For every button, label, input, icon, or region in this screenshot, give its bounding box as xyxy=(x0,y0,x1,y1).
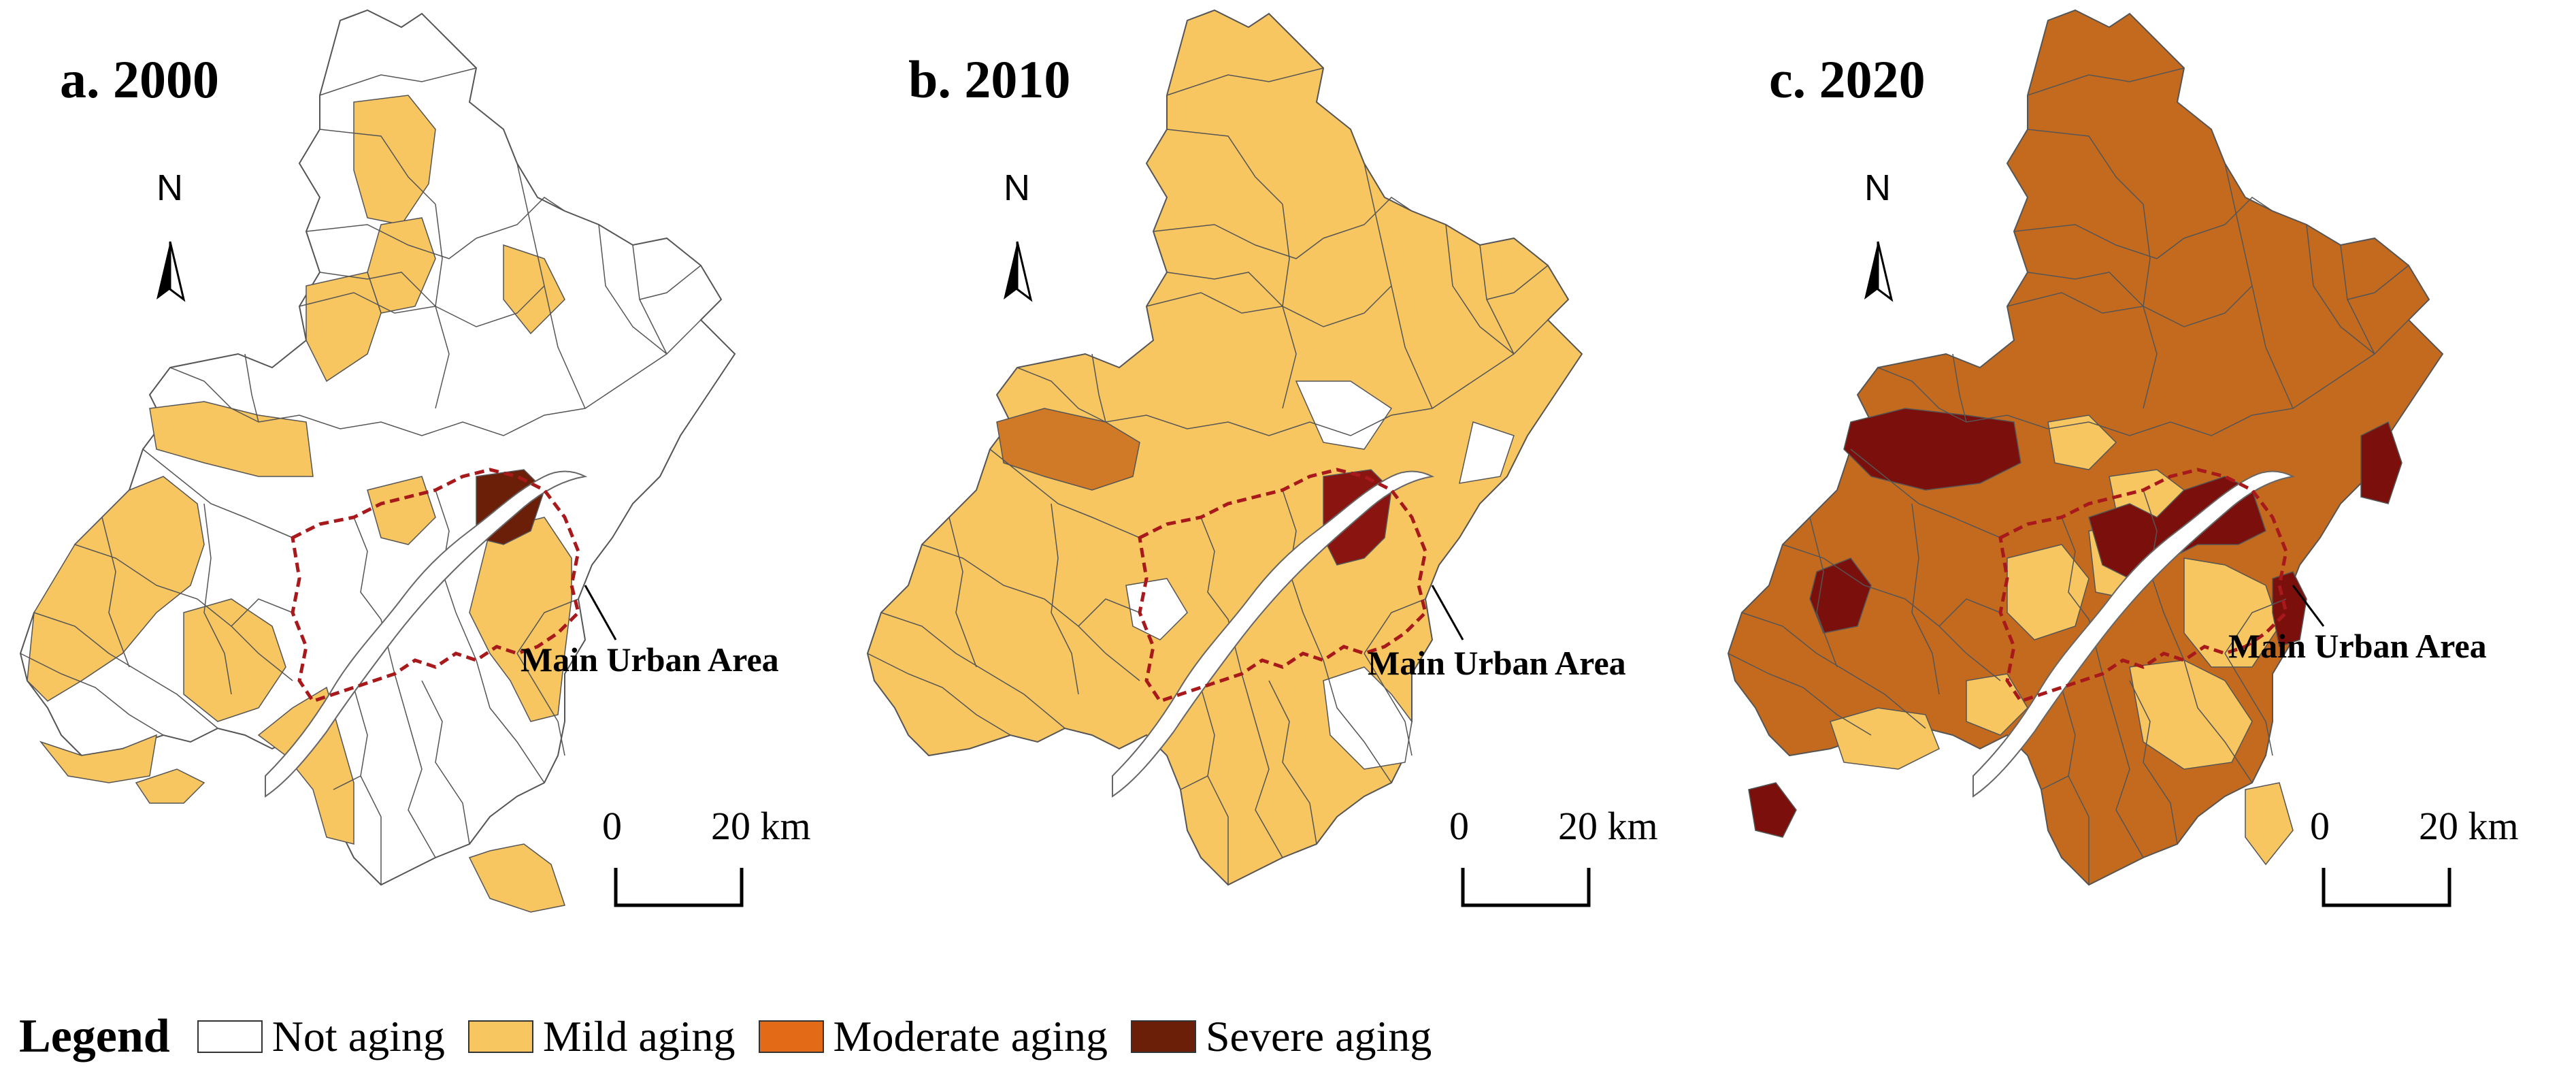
panel-a-scale-bar xyxy=(614,868,744,907)
legend-label-mild-aging: Mild aging xyxy=(542,1012,736,1060)
panel-c-scale-start: 0 xyxy=(2310,804,2330,848)
panel-c-scale-end: 20 km xyxy=(2419,804,2519,848)
panel-b-map xyxy=(867,10,1591,907)
panel-a-urban-label: Main Urban Area xyxy=(521,640,779,679)
panel-a-scale-end: 20 km xyxy=(711,804,811,848)
panel-b-scale-start: 0 xyxy=(1449,804,1469,848)
panel-b-scale-end: 20 km xyxy=(1558,804,1658,848)
legend-title: Legend xyxy=(19,1010,170,1062)
panel-b-title: b. 2010 xyxy=(908,50,1071,109)
panel-a-mild-regions xyxy=(27,95,572,913)
panel-c-north-label: N xyxy=(1864,167,1891,208)
panel-c-scale-bar xyxy=(2322,868,2451,907)
legend-swatch-mild-aging xyxy=(467,1020,533,1053)
panel-b-urban-label: Main Urban Area xyxy=(1368,644,1626,682)
panel-a-scale-start: 0 xyxy=(602,804,622,848)
panel-c-urban-leader xyxy=(2292,585,2325,627)
panel-a-north-arrow xyxy=(155,240,185,301)
panel-c-urban-label: Main Urban Area xyxy=(2228,627,2487,665)
legend-item-not-aging: Not aging xyxy=(197,1011,445,1062)
panel-b-scale-bar xyxy=(1461,868,1591,907)
legend-swatch-not-aging xyxy=(197,1020,263,1053)
panel-c-map xyxy=(1728,10,2451,907)
panel-b-not-aging-regions xyxy=(1125,380,1515,770)
panel-b-urban-leader xyxy=(1431,585,1464,640)
panel-a-north-label: N xyxy=(156,167,183,208)
panel-c-title: c. 2020 xyxy=(1769,50,1926,109)
legend-swatch-severe-aging xyxy=(1130,1020,1196,1053)
legend-label-not-aging: Not aging xyxy=(271,1012,445,1060)
panel-c-mild-regions xyxy=(1830,415,2294,866)
panel-a-map xyxy=(20,10,744,913)
legend-item-mild-aging: Mild aging xyxy=(467,1011,736,1062)
legend-label-moderate-aging: Moderate aging xyxy=(833,1012,1108,1060)
panel-b-moderate-region xyxy=(996,408,1140,491)
legend-item-moderate-aging: Moderate aging xyxy=(758,1011,1108,1062)
legend-swatch-moderate-aging xyxy=(758,1020,824,1053)
panel-c-north-arrow xyxy=(1863,240,1893,301)
panel-a-urban-leader xyxy=(584,585,617,640)
legend-label-severe-aging: Severe aging xyxy=(1205,1012,1432,1060)
panel-b-north-label: N xyxy=(1004,167,1030,208)
legend-item-severe-aging: Severe aging xyxy=(1130,1011,1432,1062)
panel-a-title: a. 2000 xyxy=(60,50,219,109)
panel-b-north-arrow xyxy=(1002,240,1032,301)
legend: Legend Not aging Mild aging Moderate agi… xyxy=(19,1006,1455,1067)
